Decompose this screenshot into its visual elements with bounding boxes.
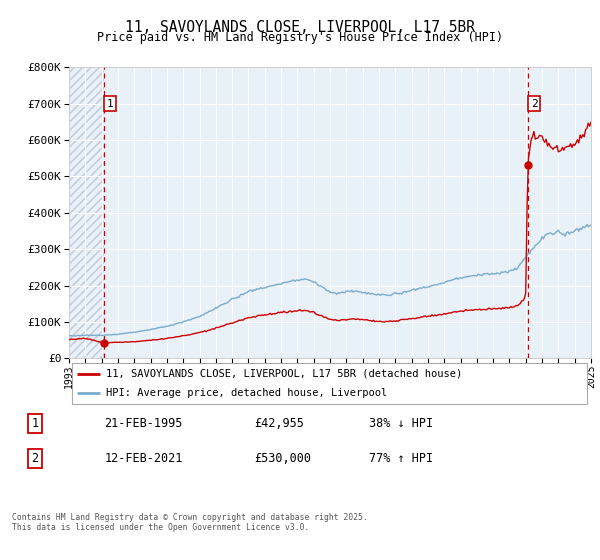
FancyBboxPatch shape: [71, 363, 587, 404]
Text: 11, SAVOYLANDS CLOSE, LIVERPOOL, L17 5BR: 11, SAVOYLANDS CLOSE, LIVERPOOL, L17 5BR: [125, 20, 475, 35]
Text: 1: 1: [107, 99, 113, 109]
Text: Contains HM Land Registry data © Crown copyright and database right 2025.
This d: Contains HM Land Registry data © Crown c…: [12, 512, 368, 532]
Text: 1: 1: [31, 417, 38, 430]
Text: 11, SAVOYLANDS CLOSE, LIVERPOOL, L17 5BR (detached house): 11, SAVOYLANDS CLOSE, LIVERPOOL, L17 5BR…: [106, 368, 462, 379]
Text: 21-FEB-1995: 21-FEB-1995: [104, 417, 182, 430]
Text: 38% ↓ HPI: 38% ↓ HPI: [369, 417, 433, 430]
Text: £42,955: £42,955: [254, 417, 304, 430]
Text: 2: 2: [31, 452, 38, 465]
Text: £530,000: £530,000: [254, 452, 311, 465]
Text: 12-FEB-2021: 12-FEB-2021: [104, 452, 182, 465]
Bar: [69, 67, 104, 358]
Text: HPI: Average price, detached house, Liverpool: HPI: Average price, detached house, Live…: [106, 389, 387, 399]
Text: 2: 2: [531, 99, 538, 109]
Text: 77% ↑ HPI: 77% ↑ HPI: [369, 452, 433, 465]
Text: Price paid vs. HM Land Registry's House Price Index (HPI): Price paid vs. HM Land Registry's House …: [97, 31, 503, 44]
